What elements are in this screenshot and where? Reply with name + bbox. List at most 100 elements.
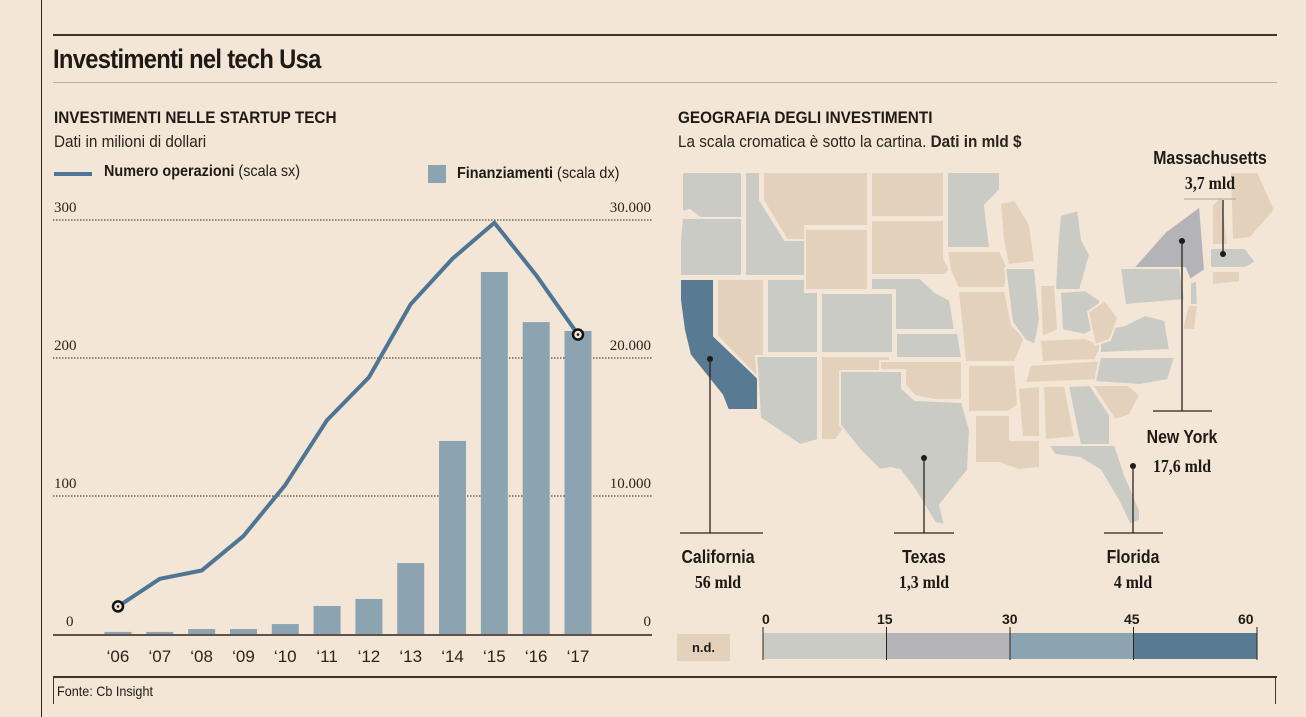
- title-rule: [53, 82, 1277, 83]
- state-utah: [766, 278, 819, 354]
- right-axis-tick-label: 20.000: [610, 338, 651, 354]
- state-tennessee: [1024, 359, 1106, 384]
- state-alabama: [1042, 385, 1076, 441]
- callout-value: 3,7 mld: [1184, 173, 1236, 193]
- state-maine: [1229, 171, 1276, 241]
- scale-segment: [1010, 633, 1134, 659]
- state-oregon: [679, 217, 743, 277]
- callout-state: Florida: [1106, 547, 1160, 567]
- state-nebraska: [870, 277, 956, 331]
- bar-06: [104, 631, 132, 634]
- state-california: [679, 278, 759, 411]
- bar-16: [522, 322, 550, 634]
- callout-florida: Florida 4 mld: [1089, 545, 1177, 595]
- scale-tick: 45: [1124, 611, 1140, 627]
- bar-08: [188, 629, 216, 634]
- state-missouri: [957, 290, 1026, 363]
- x-tick-label: ‘17: [567, 647, 590, 666]
- legend-line-rest: (scala sx): [234, 163, 301, 180]
- state-michigan: [1054, 209, 1091, 291]
- state-texas: [839, 370, 971, 526]
- state-south-carolina: [1091, 384, 1141, 421]
- state-arizona: [755, 355, 819, 446]
- frame-left-border: [41, 0, 42, 717]
- bar-09: [229, 629, 257, 634]
- left-axis-tick-label: 0: [66, 614, 74, 630]
- marker-dot: [576, 333, 580, 336]
- x-tick-label: ‘16: [525, 647, 548, 666]
- right-axis-tick-label: 0: [644, 614, 652, 630]
- state-arkansas: [967, 364, 1019, 413]
- state-kentucky: [1039, 337, 1103, 363]
- callout-value: 4 mld: [1113, 572, 1153, 592]
- footer-right-tick: [1275, 676, 1276, 704]
- state-indiana: [1039, 284, 1059, 338]
- state-vermont-nh: [1211, 194, 1229, 246]
- bar-15: [480, 272, 508, 634]
- top-rule: [53, 34, 1277, 36]
- bar-14: [439, 440, 467, 634]
- state-washington: [681, 171, 743, 219]
- x-tick-label: ‘08: [190, 647, 213, 666]
- scale-segment: [886, 633, 1010, 659]
- callout-california: California 56 mld: [674, 545, 762, 595]
- footer-left-tick: [53, 676, 54, 704]
- state-kansas: [895, 332, 963, 359]
- bar-07: [146, 631, 174, 634]
- x-tick-label: ‘06: [107, 647, 130, 666]
- state-colorado: [820, 292, 894, 354]
- scale-tick: 30: [1002, 611, 1018, 627]
- state-massachusetts: [1209, 247, 1257, 269]
- x-tick-label: ‘11: [316, 647, 337, 666]
- source-note: Fonte: Cb Insight: [57, 683, 153, 699]
- right-map-subtitle: La scala cromatica è sotto la cartina. D…: [678, 132, 1022, 152]
- scale-segment: [1133, 633, 1257, 659]
- callout-texas: Texas 1,3 mld: [880, 545, 968, 595]
- legend-bar-rest: (scala dx): [553, 165, 620, 182]
- legend-line-swatch: [54, 172, 92, 176]
- scale-tick: 15: [877, 611, 893, 627]
- bar-13: [397, 563, 425, 634]
- state-florida: [1047, 444, 1141, 526]
- scale-tick: 60: [1238, 611, 1254, 627]
- page-title: Investimenti nel tech Usa: [53, 44, 321, 74]
- left-chart-heading: INVESTIMENTI NELLE STARTUP TECH: [54, 108, 337, 127]
- left-axis-tick-label: 200: [54, 338, 77, 354]
- legend-bar-bold: Finanziamenti: [457, 165, 554, 182]
- callout-state: Massachusetts: [1153, 148, 1267, 168]
- state-north-carolina: [1094, 356, 1176, 386]
- map-subtitle-bold: Dati in mld $: [930, 132, 1022, 151]
- bar-17: [564, 330, 592, 634]
- callout-state: New York: [1146, 427, 1218, 447]
- state-south-dakota: [870, 219, 951, 276]
- left-axis-tick-label: 300: [54, 200, 77, 216]
- state-louisiana: [974, 414, 1041, 471]
- x-tick-label: ‘13: [399, 647, 422, 666]
- left-chart-subtitle: Dati in milioni di dollari: [54, 132, 207, 151]
- x-tick-label: ‘12: [358, 647, 381, 666]
- legend-line-label: Numero operazioni (scala sx): [104, 163, 300, 181]
- x-tick-label: ‘15: [483, 647, 506, 666]
- state-mississippi: [1017, 385, 1041, 438]
- callout-value: 17,6 mld: [1152, 456, 1212, 476]
- marker-dot: [116, 605, 120, 608]
- state-north-dakota: [870, 171, 945, 218]
- bar-12: [355, 598, 383, 634]
- state-virginia: [1099, 314, 1171, 354]
- map-subtitle-plain: La scala cromatica è sotto la cartina.: [678, 132, 931, 151]
- x-tick-label: ‘09: [232, 647, 255, 666]
- massachusetts-dot: [1220, 251, 1226, 257]
- state-wyoming: [804, 228, 869, 291]
- callout-value: 1,3 mld: [898, 572, 950, 592]
- callout-value: 56 mld: [694, 572, 742, 592]
- footer-rule: [53, 676, 1277, 678]
- state-iowa: [946, 250, 1009, 289]
- callout-massachusetts: Massachusetts 3,7 mld: [1148, 146, 1271, 196]
- x-tick-label: ‘07: [148, 647, 171, 666]
- state-west-virginia: [1087, 299, 1119, 346]
- state-georgia: [1067, 384, 1111, 446]
- scale-nd-swatch: n.d.: [677, 634, 730, 661]
- left-axis-tick-label: 100: [54, 476, 77, 492]
- right-map-heading: GEOGRAFIA DEGLI INVESTIMENTI: [678, 108, 933, 127]
